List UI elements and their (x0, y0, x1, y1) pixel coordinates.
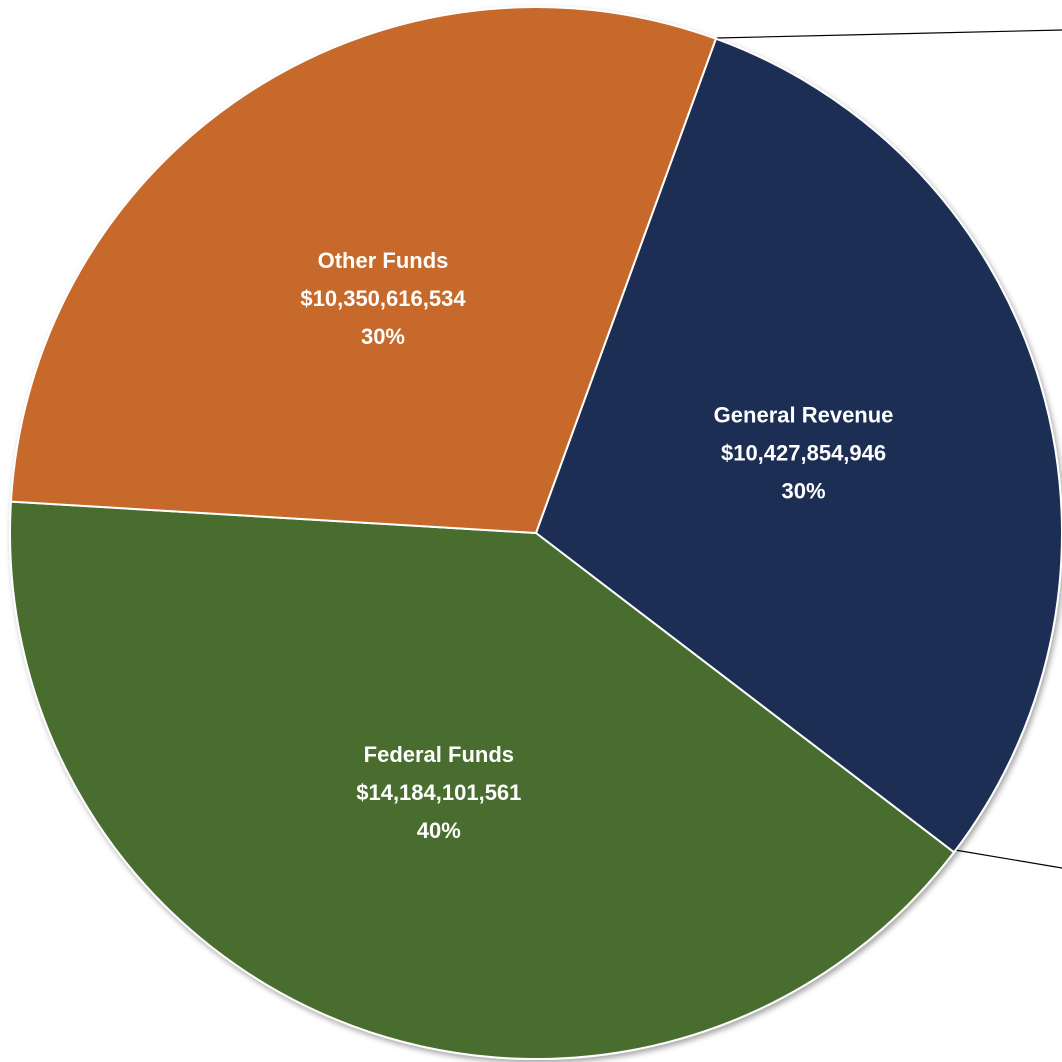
slice-name: General Revenue (714, 403, 894, 428)
pie-slice (534, 37, 1062, 854)
connector-line (716, 29, 1062, 39)
value-label: $10,350,616,534 (300, 286, 466, 311)
value-label: $10,427,854,946 (721, 441, 886, 466)
slice-name: Federal Funds (364, 742, 514, 767)
slice-name: Other Funds (318, 248, 449, 273)
pie-slice (9, 6, 718, 535)
percent-label: 30% (361, 324, 405, 349)
value-label: $14,184,101,561 (356, 780, 521, 805)
pie (9, 6, 1062, 1060)
connector-line (954, 849, 1062, 869)
percent-label: 30% (782, 479, 826, 504)
percent-label: 40% (417, 818, 461, 843)
pie-slice (9, 500, 956, 1060)
labels: General Revenue $10,427,854,946 30% Federal… (300, 248, 893, 843)
